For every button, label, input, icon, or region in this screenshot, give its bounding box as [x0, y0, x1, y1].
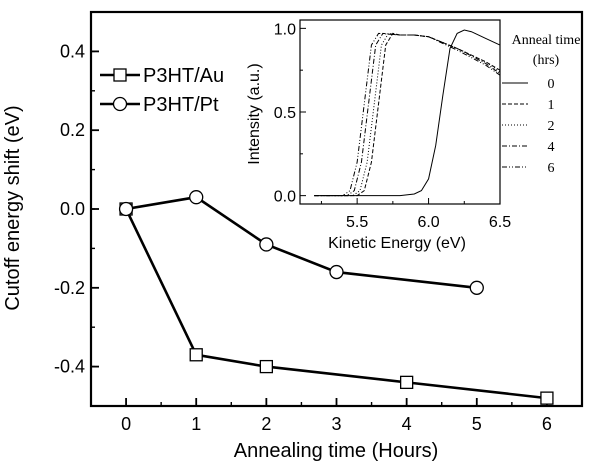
data-point-square [399, 375, 414, 390]
inset-y-ticks: 1.0 0.5 0.0 [274, 21, 306, 206]
legend-au-label: P3HT/Au [143, 65, 224, 87]
inset-legend-label-0h: 0 [548, 77, 555, 92]
inset-curve-2h [314, 32, 501, 197]
inset-x-tick-label: 6.0 [417, 214, 439, 231]
main-y-tick-label: -0.2 [54, 278, 85, 298]
main-series-group [118, 190, 554, 405]
main-y-tick-label: 0.2 [60, 120, 85, 140]
data-point-circle [189, 190, 204, 205]
inset-legend-title-line1: Anneal time [512, 33, 581, 48]
data-point-circle [469, 280, 484, 295]
inset-plot-background [300, 20, 500, 204]
inset-x-axis-label: Kinetic Energy (eV) [328, 235, 466, 252]
inset-plot: 5.5 6.0 6.5 1.00.50.0 Kinetic Energy (eV) … [246, 19, 580, 252]
inset-legend-label-4h: 4 [548, 140, 555, 155]
inset-curve-6h [314, 32, 501, 197]
inset-series-group [314, 29, 501, 197]
main-legend: P3HT/Au P3HT/Pt [100, 65, 224, 116]
main-plot: 0 1 2 3 4 5 6 0.4 0.2 0.0 -0.2 -0.4 Annealing time… [2, 10, 584, 462]
inset-x-tick-label: 5.5 [346, 214, 368, 231]
inset-y-axis-label: Intensity (a.u.) [246, 63, 263, 164]
main-y-axis-label: Cutoff energy shift (eV) [2, 105, 24, 310]
inset-legend-title-line2: (hrs) [533, 53, 560, 68]
main-x-ticks: 0 1 2 3 4 5 6 [121, 398, 552, 434]
data-point-square [189, 348, 203, 362]
main-y-tick-label: 0.4 [60, 41, 85, 61]
data-point-square [259, 359, 274, 374]
data-point-circle [118, 201, 134, 217]
inset-legend-label-1h: 1 [548, 98, 555, 113]
data-point-circle [259, 237, 274, 252]
inset-legend-label-6h: 6 [548, 161, 555, 176]
inset-legend: Anneal time (hrs) 0 1 2 4 6 [502, 33, 580, 176]
inset-legend-label-2h: 2 [548, 119, 555, 134]
main-x-tick-label: 4 [402, 414, 412, 434]
main-x-tick-label: 3 [331, 414, 341, 434]
main-x-tick-label: 2 [261, 414, 271, 434]
main-y-ticks: 0.4 0.2 0.0 -0.2 -0.4 [54, 11, 99, 407]
inset-y-tick-label: 0.5 [274, 105, 296, 122]
main-x-tick-label: 1 [191, 414, 201, 434]
inset-curve-0h [314, 29, 501, 197]
inset-y-tick-label: 0.0 [274, 189, 296, 206]
inset-x-tick-label: 6.5 [489, 214, 511, 231]
main-x-tick-label: 0 [121, 414, 131, 434]
main-x-axis-label: Annealing time (Hours) [234, 440, 439, 462]
legend-au-square-marker [113, 68, 127, 82]
main-x-tick-label: 5 [472, 414, 482, 434]
legend-pt-circle-marker [112, 96, 128, 112]
inset-y-tick-label: 1.0 [274, 21, 296, 38]
legend-pt-label: P3HT/Pt [143, 94, 219, 116]
inset-x-ticks: 5.5 6.0 6.5 [320, 198, 511, 231]
data-point-circle [329, 264, 344, 280]
main-y-tick-label: -0.4 [54, 357, 85, 377]
main-y-tick-label: 0.0 [60, 199, 85, 219]
main-x-tick-label: 6 [542, 414, 552, 434]
data-point-square [540, 391, 554, 405]
